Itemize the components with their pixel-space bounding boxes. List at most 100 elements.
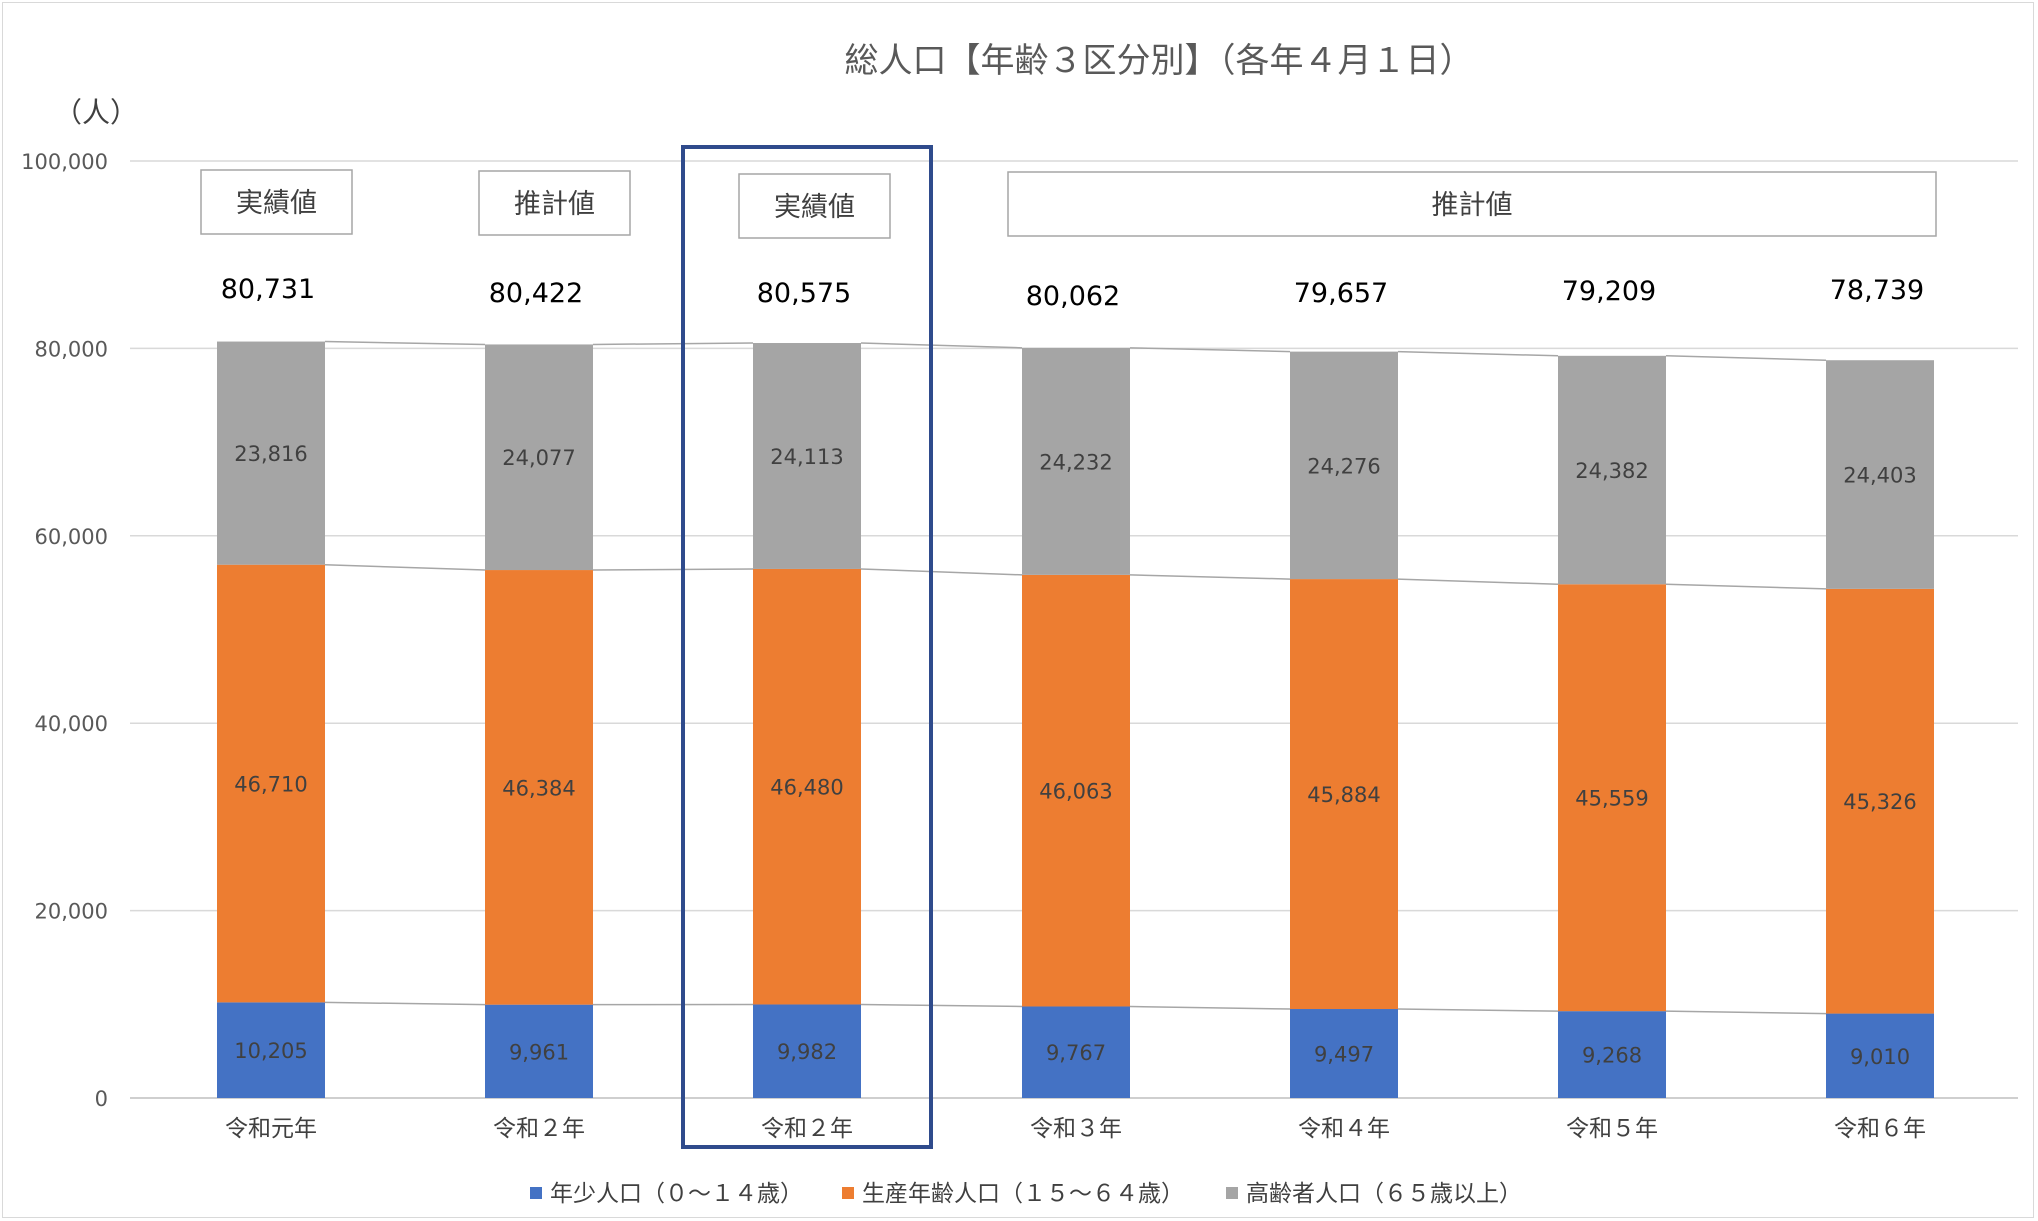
bar-value-label: 46,063	[1039, 780, 1112, 804]
series-line	[860, 1003, 1023, 1008]
bar-segment	[485, 344, 593, 571]
bar-segment	[753, 568, 861, 1005]
bar-segment	[753, 343, 861, 569]
bar-value-label: 46,384	[502, 776, 575, 800]
bar-value-label: 9,497	[1314, 1043, 1374, 1067]
bar-value-label: 9,982	[777, 1040, 837, 1064]
bar-value-label: 24,382	[1575, 459, 1648, 483]
y-tick-label: 80,000	[35, 337, 108, 361]
bar-value-label: 10,205	[234, 1039, 307, 1063]
annotation-text: 実績値	[236, 188, 317, 219]
annotation-text: 推計値	[514, 189, 595, 220]
bar-value-label: 9,767	[1046, 1041, 1106, 1065]
bar-segment	[1022, 574, 1130, 1007]
total-value-label: 78,739	[1830, 275, 1924, 306]
series-line	[592, 568, 754, 571]
legend: 年少人口（０～１４歳） 生産年齢人口（１５～６４歳） 高齢者人口（６５歳以上）	[530, 1181, 1522, 1207]
bar-segment	[1826, 1013, 1934, 1098]
bar-value-label: 46,480	[770, 776, 843, 800]
series-line	[1665, 1010, 1827, 1015]
bar-segment	[1290, 1009, 1398, 1098]
bar-value-label: 24,276	[1307, 454, 1380, 478]
series-line	[860, 568, 1023, 576]
x-axis-ticks: 令和元年 令和２年 令和２年 令和３年 令和４年 令和５年 令和６年	[225, 1116, 1926, 1142]
chart-title: 総人口【年齢３区分別】（各年４月１日）	[845, 41, 1474, 81]
bar-segment	[1022, 1006, 1130, 1098]
series-line	[1129, 347, 1291, 353]
total-labels: 80,731 80,422 80,575 80,062 79,657 79,209 78,7…	[221, 274, 1924, 312]
bar-segment	[485, 1004, 593, 1098]
x-tick-label: 令和２年	[761, 1116, 853, 1142]
series-line	[1665, 583, 1827, 590]
annotation-text: 実績値	[774, 192, 855, 223]
bar-segment	[217, 1002, 325, 1098]
annotation-box	[1007, 171, 1937, 237]
y-tick-label: 40,000	[35, 712, 108, 736]
annotation-box	[200, 169, 353, 235]
y-unit-label: （人）	[54, 96, 138, 129]
total-value-label: 80,575	[757, 278, 851, 309]
legend-swatch	[1226, 1187, 1238, 1199]
total-value-label: 80,422	[489, 278, 583, 309]
x-tick-label: 令和６年	[1834, 1116, 1926, 1142]
legend-label: 高齢者人口（６５歳以上）	[1246, 1181, 1522, 1207]
legend-label: 年少人口（０～１４歳）	[550, 1181, 803, 1207]
bar-segment	[1290, 351, 1398, 580]
series-line	[1397, 1008, 1559, 1012]
y-tick-label: 20,000	[35, 900, 108, 924]
bar-segment	[1558, 355, 1666, 585]
total-value-label: 79,657	[1294, 278, 1388, 309]
series-line	[1129, 1005, 1291, 1010]
highlight-frame	[681, 145, 933, 1149]
x-tick-label: 令和２年	[493, 1116, 585, 1142]
x-tick-label: 令和５年	[1566, 1116, 1658, 1142]
bar-segment	[1826, 588, 1934, 1014]
x-tick-label: 令和３年	[1030, 1116, 1122, 1142]
series-line	[592, 342, 754, 346]
bar-segment	[217, 341, 325, 565]
bar-segment	[753, 1004, 861, 1098]
bar-value-label: 45,326	[1843, 790, 1916, 814]
total-value-label: 80,731	[221, 274, 315, 305]
bar-value-label: 46,710	[234, 773, 307, 797]
series-line	[860, 342, 1023, 349]
series-connector-lines	[324, 340, 1827, 1015]
bar-value-label: 24,077	[502, 446, 575, 470]
x-tick-label: 令和元年	[225, 1116, 317, 1142]
series-line	[324, 563, 486, 571]
bar-value-label: 24,403	[1843, 464, 1916, 488]
bar-segment	[1558, 584, 1666, 1012]
bar-segment	[1558, 1011, 1666, 1098]
gridlines	[130, 160, 2018, 1099]
legend-swatch	[530, 1187, 542, 1199]
bar-segment	[217, 564, 325, 1003]
series-line	[1397, 350, 1559, 357]
bar-value-label: 23,816	[234, 442, 307, 466]
bar-value-label: 45,884	[1307, 783, 1380, 807]
total-value-label: 79,209	[1562, 276, 1656, 307]
bar-segment	[485, 570, 593, 1005]
annotation-box	[738, 173, 891, 239]
bar-value-label: 24,232	[1039, 450, 1112, 474]
legend-label: 生産年齢人口（１５～６４歳）	[862, 1181, 1184, 1207]
bar-segment	[1826, 360, 1934, 589]
bar-segment	[1022, 347, 1130, 575]
bar-value-label: 45,559	[1575, 787, 1648, 811]
legend-swatch	[842, 1187, 854, 1199]
series-line	[1129, 574, 1291, 580]
y-tick-label: 100,000	[21, 150, 108, 174]
bar-value-label: 9,961	[509, 1040, 569, 1064]
series-line	[324, 340, 486, 346]
x-tick-label: 令和４年	[1298, 1116, 1390, 1142]
series-line	[1397, 578, 1559, 586]
total-value-label: 80,062	[1026, 281, 1120, 312]
bar-value-label: 9,010	[1850, 1045, 1910, 1069]
bars	[217, 341, 1934, 1098]
series-line	[324, 1001, 486, 1006]
y-axis-ticks: 0 20,000 40,000 60,000 80,000 100,000	[21, 150, 108, 1111]
bar-value-label: 9,268	[1582, 1044, 1642, 1068]
annotation-boxes: 実績値 推計値 実績値 推計値	[200, 145, 1937, 1149]
bar-value-label: 24,113	[770, 445, 843, 469]
